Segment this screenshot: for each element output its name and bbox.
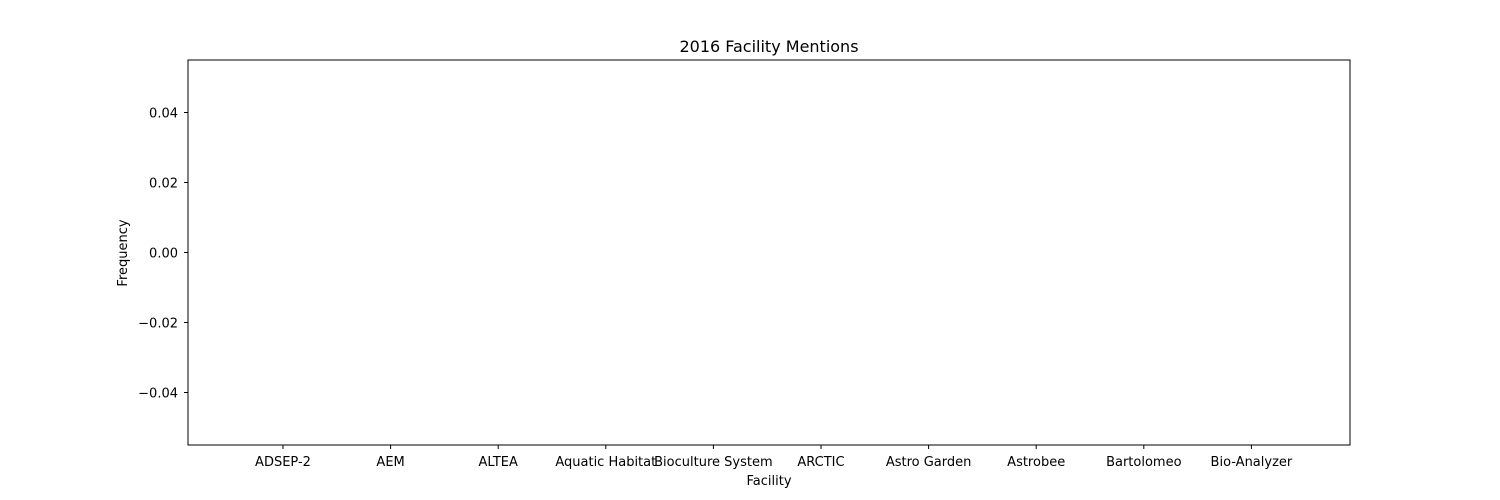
- y-axis: 0.04 0.02 0.00 −0.02 −0.04: [138, 107, 188, 402]
- chart-title: 2016 Facility Mentions: [679, 37, 858, 56]
- x-tick-label: AEM: [376, 455, 404, 470]
- y-tick-label: 0.04: [149, 107, 178, 122]
- y-tick-label: 0.00: [149, 247, 178, 262]
- x-tick-label: ALTEA: [478, 455, 518, 470]
- x-tick-label: ADSEP-2: [255, 455, 311, 470]
- x-tick-label: Bartolomeo: [1106, 455, 1182, 470]
- x-tick-label: Bioculture System: [654, 455, 773, 470]
- x-tick-label: Bio-Analyzer: [1211, 455, 1293, 470]
- x-tick-label: Aquatic Habitat: [555, 455, 656, 470]
- y-tick-label: −0.02: [138, 317, 178, 332]
- y-tick-label: 0.02: [149, 177, 178, 192]
- y-tick-label: −0.04: [138, 387, 178, 402]
- plot-frame: [187, 59, 1351, 446]
- x-axis-label: Facility: [746, 474, 791, 489]
- x-tick-label: Astrobee: [1007, 455, 1065, 470]
- plot-area: [187, 59, 1351, 446]
- x-tick-label: Astro Garden: [886, 455, 972, 470]
- x-axis: ADSEP-2 AEM ALTEA Aquatic HabitatBioculture…: [255, 445, 1293, 470]
- x-tick-label: ARCTIC: [797, 455, 844, 470]
- y-axis-label: Frequency: [116, 219, 131, 286]
